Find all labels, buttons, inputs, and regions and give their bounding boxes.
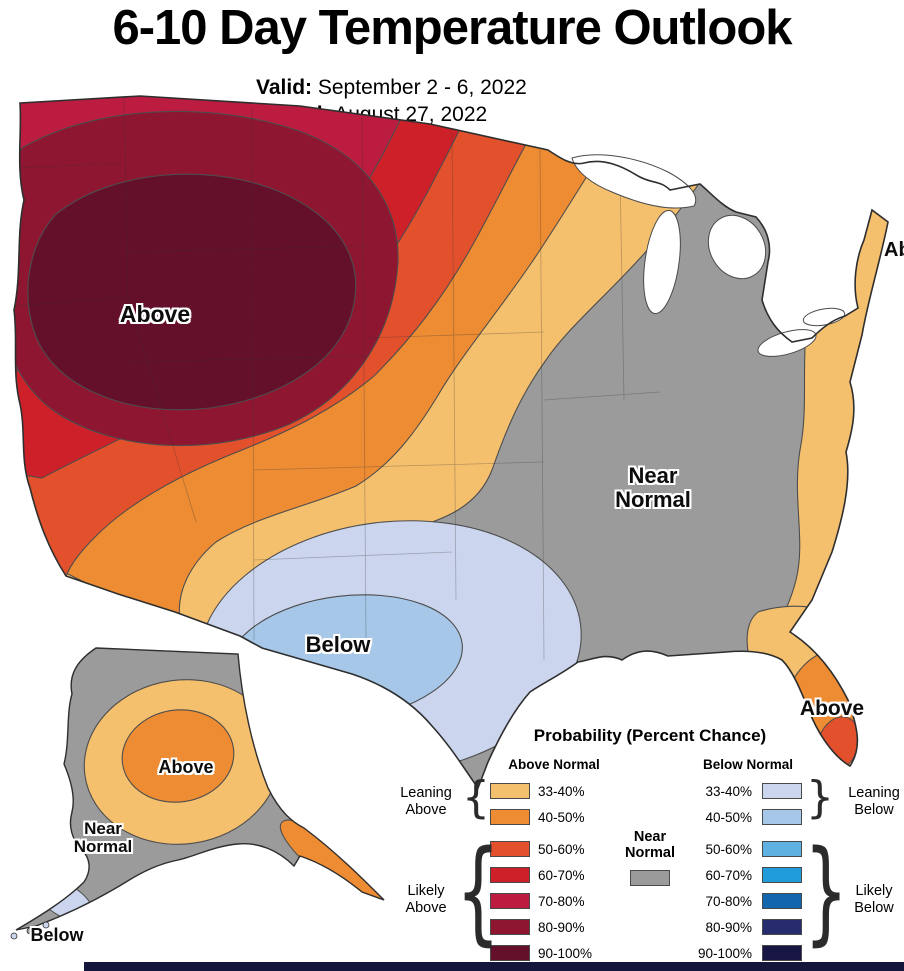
lake-michigan (643, 209, 681, 315)
legend-range-above-40-50: 40-50% (538, 810, 585, 825)
legend-likely-below-label: Likely Below (854, 883, 894, 916)
legend-range-above-33-40: 33-40% (538, 784, 585, 799)
lake-superior (571, 154, 697, 209)
map-label-above-west: Above (119, 301, 191, 327)
legend-range-below-80-90: 80-90% (705, 920, 752, 935)
lake-huron (707, 214, 767, 280)
legend-range-below-50-60: 50-60% (705, 842, 752, 857)
aleutian-island-dot (26, 927, 34, 935)
leaning-below-brace: } (806, 772, 834, 823)
legend-below-normal-header: Below Normal (702, 757, 794, 772)
valid-line: Valid: September 2 - 6, 2022 (256, 74, 527, 101)
legend-above-normal-header: Above Normal (508, 757, 600, 772)
legend-range-above-50-60: 50-60% (538, 842, 585, 857)
legend-swatch-below-60-70 (762, 867, 802, 883)
page-title: 6-10 Day Temperature Outlook (112, 1, 792, 55)
legend-range-below-33-40: 33-40% (705, 784, 752, 799)
legend-swatch-below-70-80 (762, 893, 802, 909)
bottom-divider-bar (84, 962, 904, 971)
leaning-above-brace: { (462, 772, 490, 823)
legend-range-above-70-80: 70-80% (538, 894, 585, 909)
legend-swatch-above-40-50 (490, 809, 530, 825)
legend-range-below-90-100: 90-100% (697, 946, 752, 961)
legend-range-above-90-100: 90-100% (538, 946, 593, 961)
legend-title: Probability (Percent Chance) (533, 726, 767, 745)
map-label-above-florida: Above (799, 697, 865, 720)
legend-swatch-above-33-40 (490, 783, 530, 799)
legend-swatch-below-90-100 (762, 945, 802, 961)
legend-near-normal-label: Near Normal (625, 829, 675, 861)
conus-outline (13, 95, 889, 790)
legend-swatch-below-50-60 (762, 841, 802, 857)
legend-swatch-above-90-100 (490, 945, 530, 961)
west-above-90-100 (27, 173, 357, 411)
legend-leaning-above-label: Leaning Above (400, 785, 452, 818)
map-label-above-alaska: Above (158, 757, 214, 777)
map-label-below-alaska: Below (30, 925, 84, 945)
map-label-below-south: Below (305, 632, 371, 657)
likely-above-brace: { (456, 827, 501, 957)
legend-range-below-60-70: 60-70% (705, 868, 752, 883)
likely-below-brace: } (804, 827, 849, 957)
legend-range-above-80-90: 80-90% (538, 920, 585, 935)
legend-swatch-below-33-40 (762, 783, 802, 799)
legend-swatch-above-70-80 (490, 893, 530, 909)
alaska-outline (15, 647, 385, 931)
legend-swatch-below-80-90 (762, 919, 802, 935)
legend-range-below-40-50: 40-50% (705, 810, 752, 825)
legend-leaning-below-label: Leaning Below (848, 785, 900, 818)
alaska-above-40-50 (121, 709, 235, 803)
state-borders (15, 96, 661, 661)
valid-value: September 2 - 6, 2022 (317, 76, 527, 99)
map-label-near-normal: Near Normal (615, 463, 691, 512)
aleutian-island-dot (10, 932, 18, 940)
legend-swatch-below-40-50 (762, 809, 802, 825)
aleutian-islands (10, 921, 50, 940)
legend-range-above-60-70: 60-70% (538, 868, 585, 883)
valid-label: Valid: (256, 76, 313, 99)
legend-swatch-above-60-70 (490, 867, 530, 883)
legend-range-below-70-80: 70-80% (705, 894, 752, 909)
legend-likely-above-label: Likely Above (405, 883, 447, 916)
map-label-near-normal-alaska: Near Normal (73, 819, 133, 857)
aleutian-island-dot (42, 921, 50, 929)
legend-swatch-above-80-90 (490, 919, 530, 935)
map-label-above-northeast: Above (884, 239, 904, 261)
legend-swatch-above-50-60 (490, 841, 530, 857)
great-lakes (571, 154, 846, 357)
legend-swatch-near-normal (630, 870, 670, 886)
